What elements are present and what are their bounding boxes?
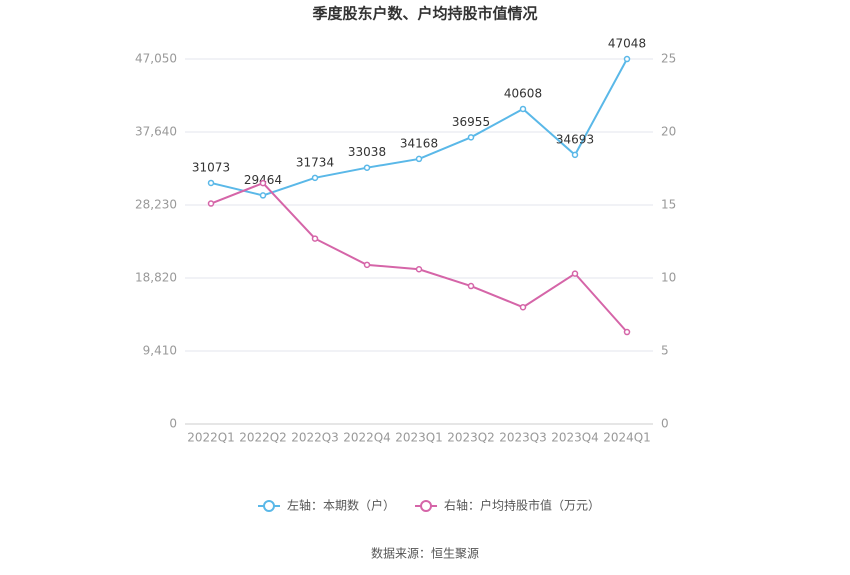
point [519, 303, 527, 311]
y2-tick-label: 10 [661, 271, 676, 285]
point [519, 105, 527, 113]
x-tick-label: 2022Q2 [239, 431, 287, 445]
y2-tick-label: 5 [661, 344, 669, 358]
data-label: 31073 [192, 160, 230, 174]
point [207, 200, 215, 207]
x-tick-label: 2022Q1 [187, 431, 235, 445]
point [363, 164, 371, 171]
point [259, 179, 267, 187]
data-label: 31734 [296, 155, 334, 169]
point [623, 55, 631, 63]
legend-label: 左轴：本期数（户） [287, 498, 395, 513]
data-label: 34168 [400, 136, 438, 150]
point [363, 261, 371, 269]
point [571, 270, 579, 277]
x-tick-label: 2023Q4 [551, 431, 599, 445]
y-tick-label: 37,640 [135, 125, 177, 139]
x-tick-label: 2022Q3 [291, 431, 339, 445]
y-tick-label: 28,230 [135, 198, 177, 212]
point [571, 151, 579, 159]
point [623, 328, 631, 336]
x-tick-label: 2022Q4 [343, 431, 391, 445]
point [259, 192, 267, 199]
y-tick-label: 0 [169, 417, 177, 431]
data-label: 36955 [452, 115, 490, 129]
legend-label: 右轴：户均持股市值（万元） [444, 498, 600, 513]
chart-title: 季度股东户数、户均持股市值情况 [312, 5, 537, 23]
legend-marker [263, 500, 275, 512]
x-tick-label: 2024Q1 [603, 431, 651, 445]
y2-tick-label: 0 [661, 417, 669, 431]
point [207, 179, 215, 187]
data-label: 47048 [608, 37, 646, 51]
y-tick-label: 47,050 [135, 52, 177, 66]
data-label: 40608 [504, 86, 542, 100]
source-note: 数据来源：恒生聚源 [371, 546, 479, 561]
point [311, 174, 319, 182]
point [415, 265, 423, 273]
data-label: 33038 [348, 145, 386, 159]
point [467, 282, 475, 290]
y2-tick-label: 20 [661, 125, 676, 139]
y2-tick-label: 25 [661, 52, 676, 66]
data-label: 34693 [556, 132, 594, 146]
x-tick-label: 2023Q1 [395, 431, 443, 445]
y-tick-label: 9,410 [143, 344, 177, 358]
x-tick-label: 2023Q3 [499, 431, 547, 445]
point [467, 134, 475, 141]
point [311, 235, 319, 242]
legend-marker [420, 500, 433, 512]
y-tick-label: 18,820 [135, 271, 177, 285]
y2-tick-label: 15 [661, 198, 676, 212]
point [415, 155, 423, 163]
x-tick-label: 2023Q2 [447, 431, 495, 445]
